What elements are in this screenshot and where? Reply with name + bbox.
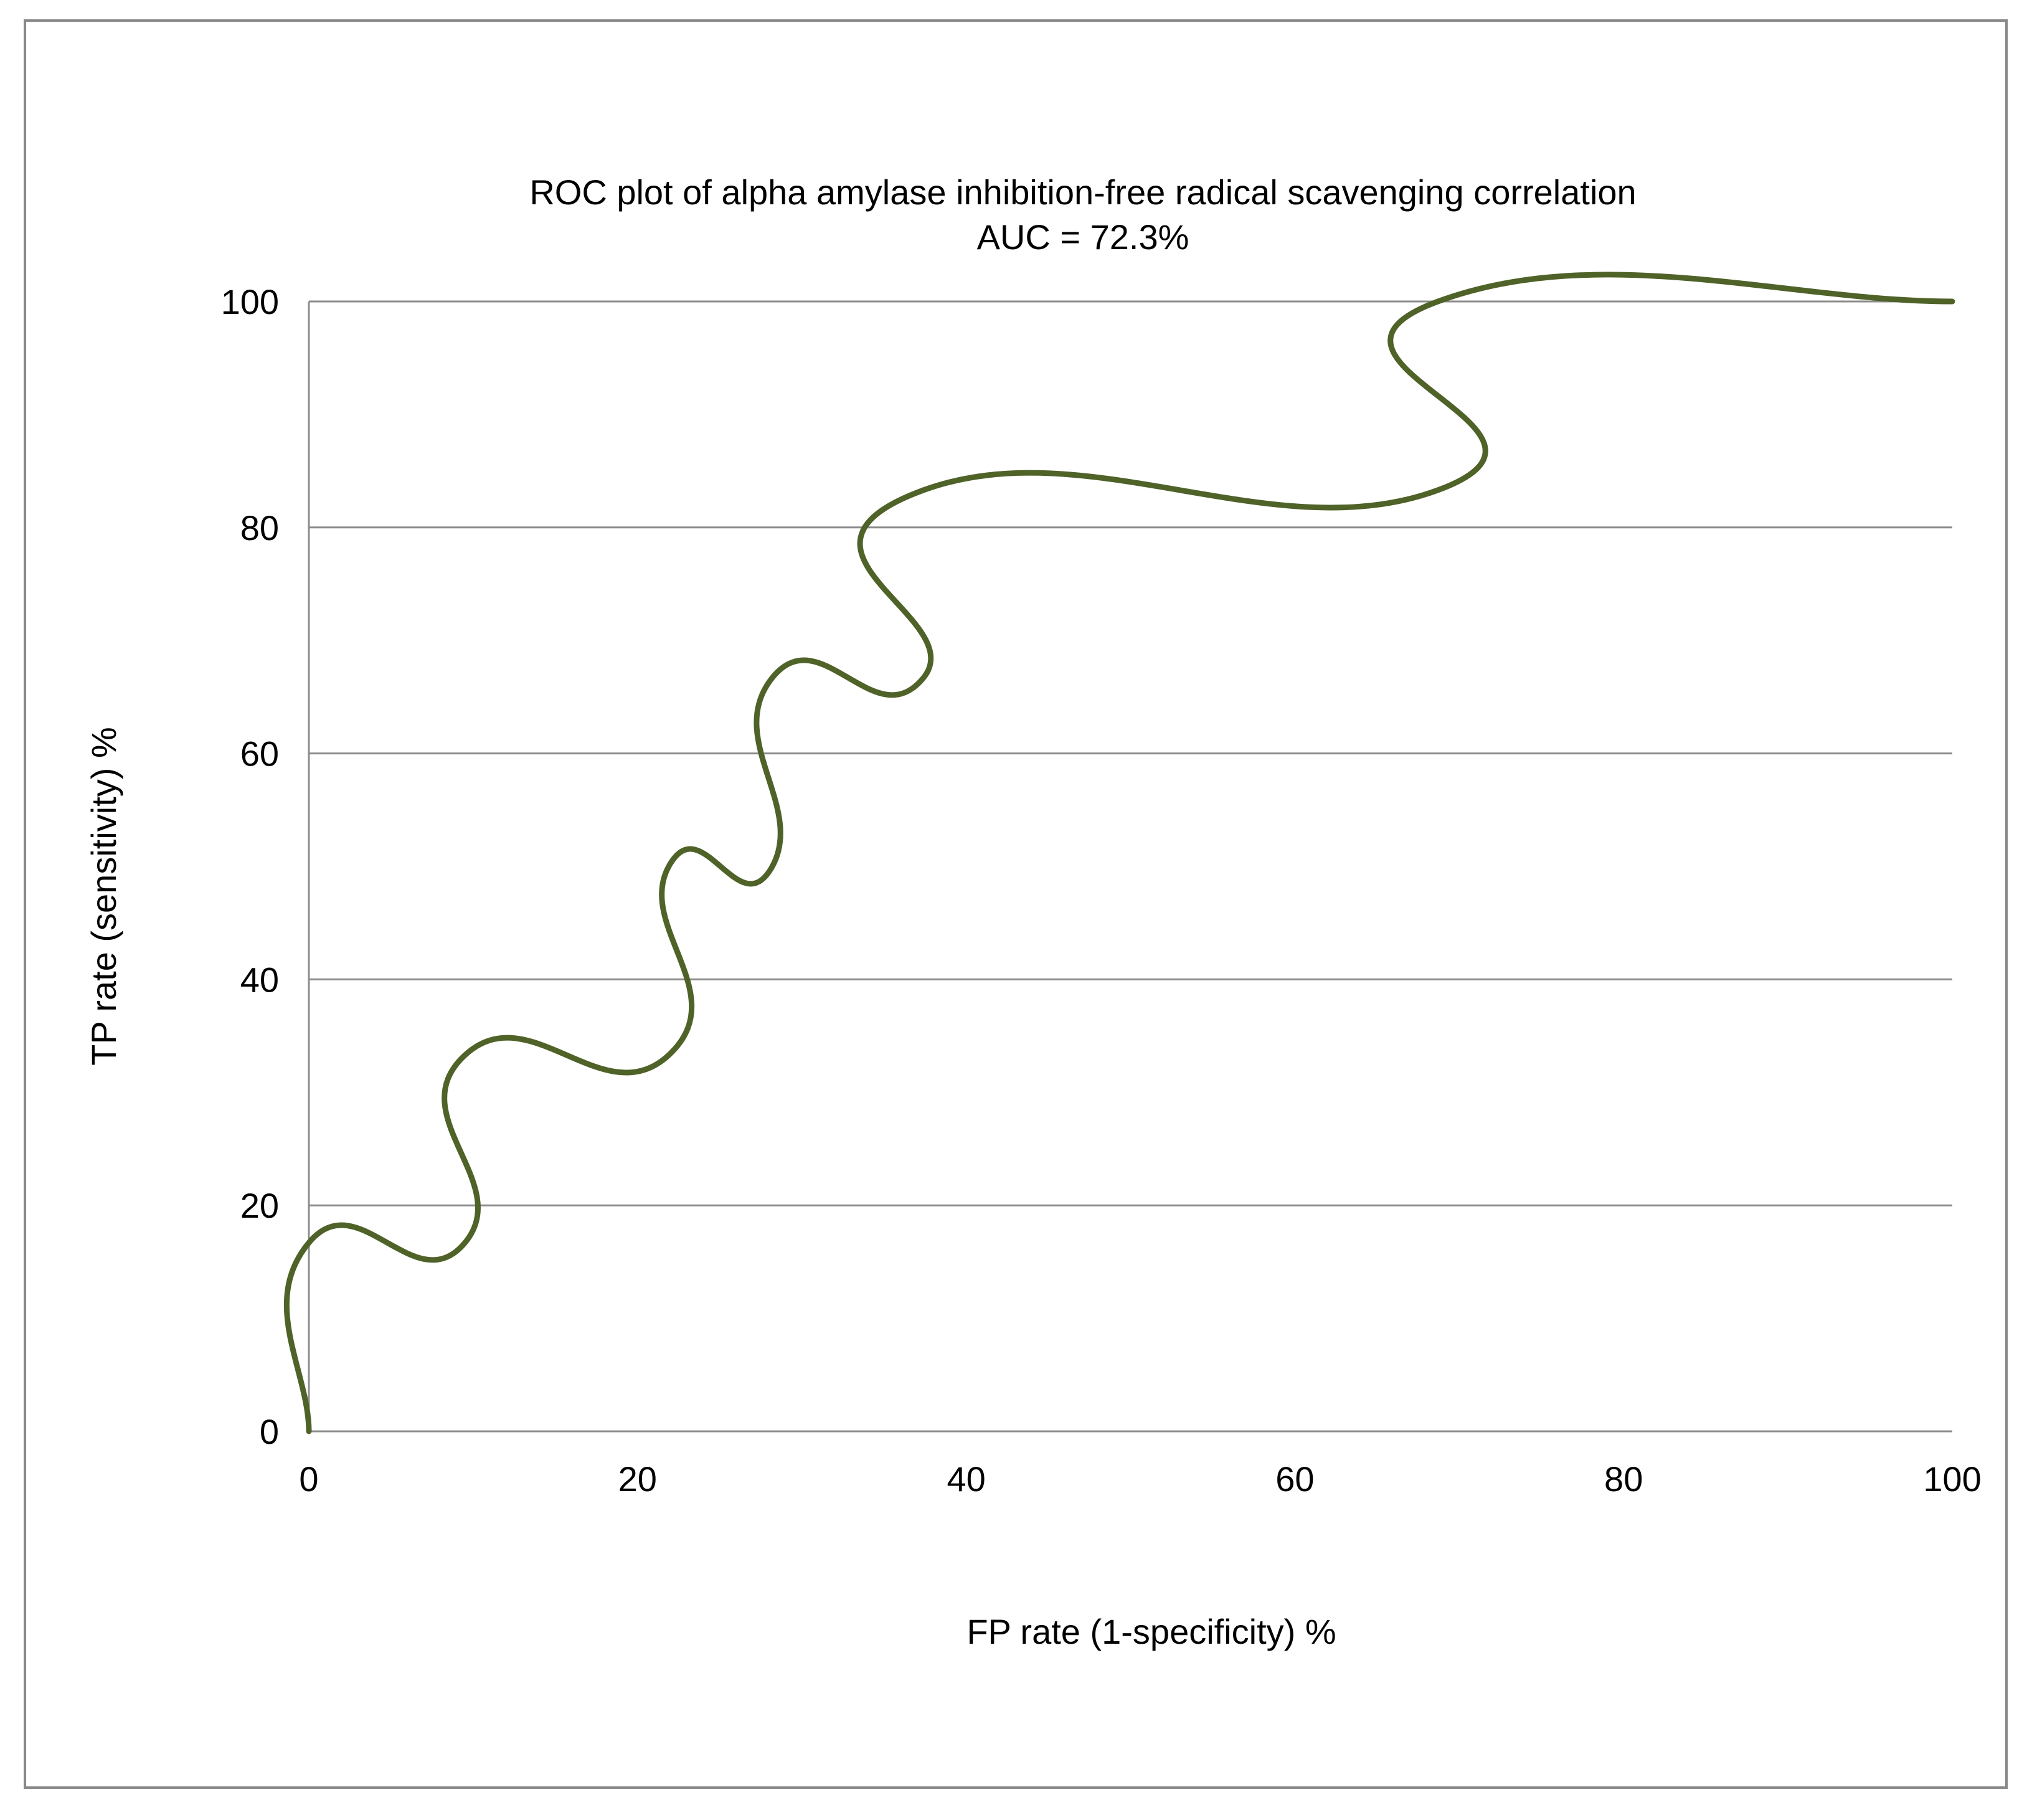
x-axis-label: FP rate (1-specificity) % [966,1612,1336,1651]
x-tick-label-40: 40 [947,1459,985,1499]
x-tick-label-100: 100 [1923,1459,1981,1499]
chart-title: ROC plot of alpha amylase inhibition-fre… [529,173,1636,212]
axes [308,301,1952,1433]
y-tick-label-40: 40 [240,960,279,999]
x-tick-label-60: 60 [1275,1459,1314,1499]
x-tick-label-20: 20 [618,1459,657,1499]
y-tick-label-20: 20 [240,1186,279,1225]
y-axis-label: TP rate (sensitivity) % [84,727,123,1066]
y-tick-label-60: 60 [240,734,279,774]
y-tick-label-100: 100 [221,282,279,321]
roc-curve-line [283,272,1955,1434]
gridlines [309,300,1952,1206]
series-layer [283,272,1955,1434]
y-tick-label-0: 0 [260,1412,279,1451]
chart-frame [24,19,2008,1789]
chart-subtitle: AUC = 72.3% [977,217,1189,257]
x-tick-label-80: 80 [1604,1459,1643,1499]
y-tick-label-80: 80 [240,508,279,547]
x-tick-label-0: 0 [299,1459,318,1499]
tick-labels: 0 20 40 60 80 100 0 20 40 60 80 100 [221,282,1982,1499]
